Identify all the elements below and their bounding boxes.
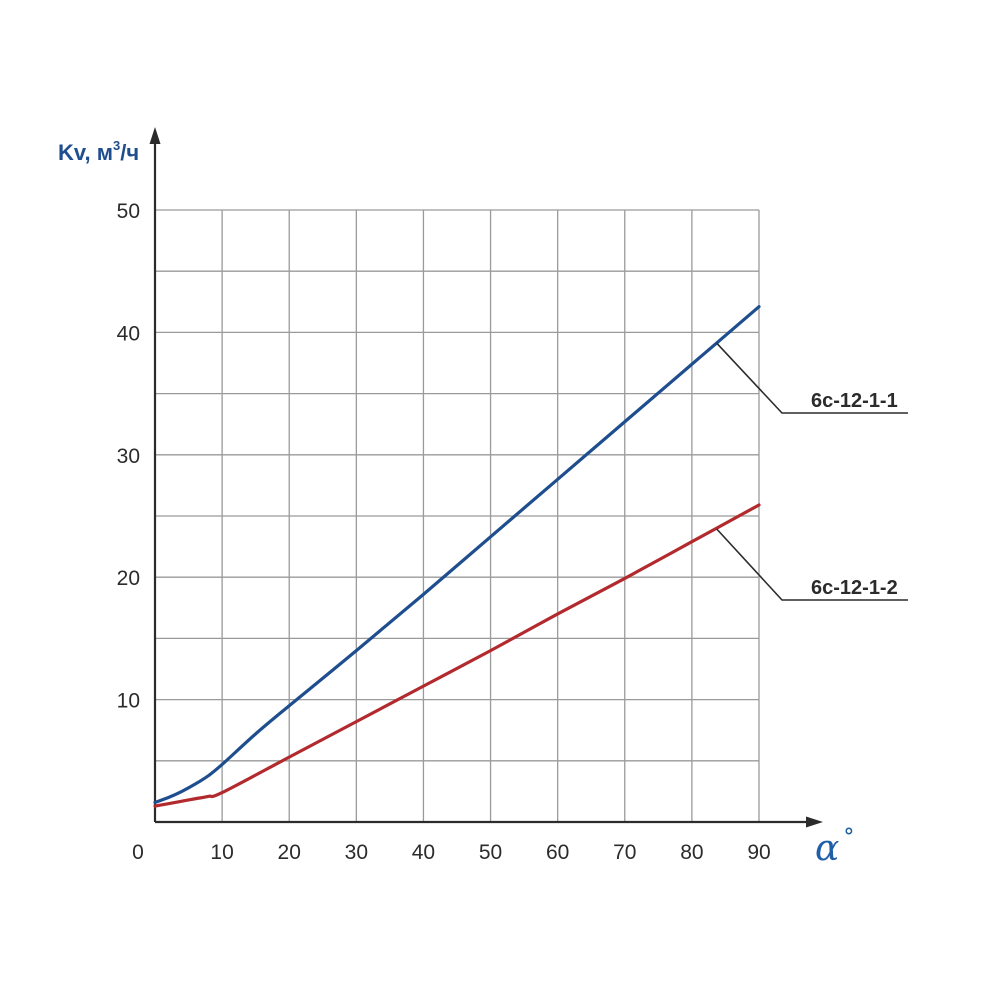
axes — [149, 127, 823, 828]
series-line — [153, 305, 761, 805]
y-axis-arrow — [149, 127, 161, 144]
x-tick-label: 50 — [479, 841, 502, 864]
x-tick-label: 40 — [412, 841, 435, 864]
y-tick-label: 40 — [117, 322, 140, 345]
series-label: 6с-12-1-1 — [811, 390, 898, 412]
x-tick-label: 60 — [546, 841, 569, 864]
series-lines — [153, 305, 761, 808]
series-leader-line — [716, 528, 908, 601]
grid — [155, 209, 760, 822]
y-tick-label: 30 — [117, 445, 140, 468]
x-tick-label: 90 — [747, 841, 770, 864]
x-tick-label: 70 — [613, 841, 636, 864]
x-tick-label: 0 — [132, 841, 144, 864]
x-axis-label: α ° — [815, 825, 854, 869]
series-line — [153, 503, 761, 808]
x-axis-arrow — [806, 816, 823, 828]
x-tick-label: 80 — [680, 841, 703, 864]
y-tick-label: 50 — [117, 200, 140, 223]
series-leader-line — [716, 342, 908, 414]
y-tick-label: 20 — [117, 567, 140, 590]
x-tick-label: 30 — [345, 841, 368, 864]
series-labels: 6с-12-1-1 6с-12-1-2 — [716, 342, 908, 601]
x-tick-label: 10 — [210, 841, 233, 864]
x-tick-label: 20 — [278, 841, 301, 864]
series-label: 6с-12-1-2 — [811, 577, 898, 599]
tick-labels: 0 10 20 30 40 50 60 70 80 90 10 20 30 40 50 — [117, 200, 771, 864]
y-axis-label: Kv, м3/ч — [58, 138, 139, 165]
y-tick-label: 10 — [117, 690, 140, 713]
